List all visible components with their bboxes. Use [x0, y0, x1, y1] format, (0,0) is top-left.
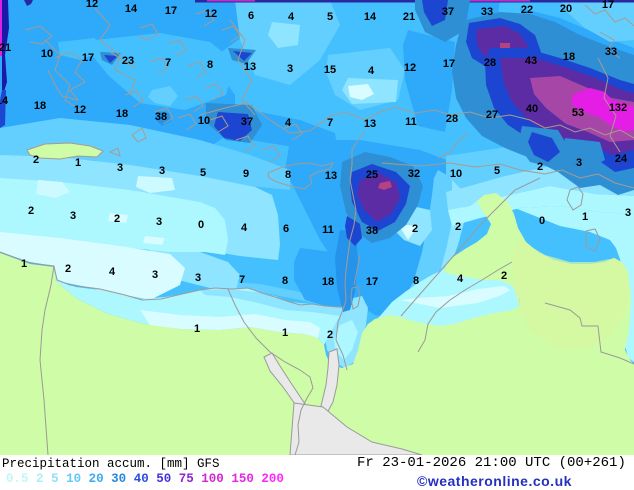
svg-text:28: 28 — [484, 57, 496, 69]
svg-text:1: 1 — [21, 258, 27, 270]
svg-text:2: 2 — [537, 161, 543, 173]
svg-text:4: 4 — [109, 266, 116, 278]
svg-text:7: 7 — [239, 274, 245, 286]
svg-text:5: 5 — [200, 167, 206, 179]
svg-text:38: 38 — [366, 225, 378, 237]
svg-text:2: 2 — [28, 205, 34, 217]
svg-text:17: 17 — [602, 0, 614, 11]
svg-text:20: 20 — [560, 3, 572, 15]
svg-text:2: 2 — [455, 221, 461, 233]
svg-text:17: 17 — [366, 276, 378, 288]
svg-text:53: 53 — [572, 107, 584, 119]
svg-text:1: 1 — [75, 157, 81, 169]
svg-text:14: 14 — [0, 95, 9, 107]
svg-text:4: 4 — [241, 222, 248, 234]
svg-text:2: 2 — [412, 223, 418, 235]
svg-text:11: 11 — [322, 224, 334, 236]
svg-text:132: 132 — [609, 102, 627, 114]
svg-text:10: 10 — [198, 115, 210, 127]
svg-text:38: 38 — [155, 111, 167, 123]
svg-text:37: 37 — [442, 6, 454, 18]
svg-text:18: 18 — [34, 100, 46, 112]
svg-text:14: 14 — [364, 11, 377, 23]
svg-text:2: 2 — [327, 329, 333, 341]
svg-text:4: 4 — [457, 273, 464, 285]
svg-text:12: 12 — [404, 62, 416, 74]
svg-text:2: 2 — [501, 270, 507, 282]
svg-text:3: 3 — [159, 165, 165, 177]
svg-text:6: 6 — [283, 223, 289, 235]
svg-text:18: 18 — [322, 276, 334, 288]
svg-text:3: 3 — [195, 272, 201, 284]
svg-text:0: 0 — [198, 219, 204, 231]
svg-text:3: 3 — [625, 207, 631, 219]
svg-text:3: 3 — [70, 210, 76, 222]
svg-text:1: 1 — [194, 323, 200, 335]
svg-text:17: 17 — [82, 52, 94, 64]
svg-text:5: 5 — [327, 11, 333, 23]
svg-text:28: 28 — [446, 113, 458, 125]
svg-text:37: 37 — [241, 116, 253, 128]
svg-text:17: 17 — [165, 5, 177, 17]
svg-text:9: 9 — [243, 168, 249, 180]
svg-text:40: 40 — [526, 103, 538, 115]
svg-text:11: 11 — [405, 116, 417, 128]
svg-text:12: 12 — [86, 0, 98, 10]
svg-text:4: 4 — [368, 65, 375, 77]
svg-text:32: 32 — [408, 168, 420, 180]
svg-text:23: 23 — [122, 55, 134, 67]
svg-text:8: 8 — [282, 275, 288, 287]
svg-text:43: 43 — [525, 55, 537, 67]
svg-text:25: 25 — [366, 169, 378, 181]
svg-text:12: 12 — [205, 8, 217, 20]
svg-text:15: 15 — [324, 64, 336, 76]
svg-text:0: 0 — [539, 215, 545, 227]
svg-text:22: 22 — [521, 4, 533, 16]
svg-text:6: 6 — [248, 10, 254, 22]
svg-text:10: 10 — [450, 168, 462, 180]
svg-text:10: 10 — [41, 48, 53, 60]
svg-text:5: 5 — [494, 165, 500, 177]
svg-text:7: 7 — [327, 117, 333, 129]
svg-text:1: 1 — [582, 211, 588, 223]
svg-text:2: 2 — [33, 154, 39, 166]
svg-text:21: 21 — [403, 11, 415, 23]
svg-text:24: 24 — [615, 153, 628, 165]
svg-text:8: 8 — [285, 169, 291, 181]
svg-text:2: 2 — [114, 213, 120, 225]
svg-text:3: 3 — [287, 63, 293, 75]
svg-text:1: 1 — [282, 327, 288, 339]
svg-text:18: 18 — [116, 108, 128, 120]
svg-text:2: 2 — [65, 263, 71, 275]
svg-text:3: 3 — [576, 157, 582, 169]
svg-text:18: 18 — [563, 51, 575, 63]
svg-text:12: 12 — [74, 104, 86, 116]
svg-text:13: 13 — [325, 170, 337, 182]
svg-text:3: 3 — [152, 269, 158, 281]
svg-text:4: 4 — [288, 11, 295, 23]
svg-text:3: 3 — [156, 216, 162, 228]
svg-text:7: 7 — [165, 57, 171, 69]
svg-text:33: 33 — [481, 6, 493, 18]
svg-text:3: 3 — [117, 162, 123, 174]
svg-text:8: 8 — [207, 59, 213, 71]
svg-text:13: 13 — [244, 61, 256, 73]
svg-text:27: 27 — [486, 109, 498, 121]
svg-text:14: 14 — [125, 3, 138, 15]
svg-text:13: 13 — [364, 118, 376, 130]
svg-text:4: 4 — [285, 117, 292, 129]
svg-text:21: 21 — [0, 42, 11, 54]
svg-text:33: 33 — [605, 46, 617, 58]
svg-text:8: 8 — [413, 275, 419, 287]
svg-text:17: 17 — [443, 58, 455, 70]
